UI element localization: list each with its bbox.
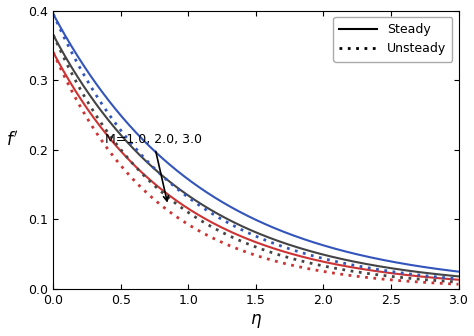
X-axis label: $\eta$: $\eta$	[250, 312, 262, 330]
Text: M=1.0, 2.0, 3.0: M=1.0, 2.0, 3.0	[105, 133, 201, 201]
Y-axis label: $f^{\prime}$: $f^{\prime}$	[6, 131, 18, 150]
Legend: Steady, Unsteady: Steady, Unsteady	[333, 17, 452, 61]
